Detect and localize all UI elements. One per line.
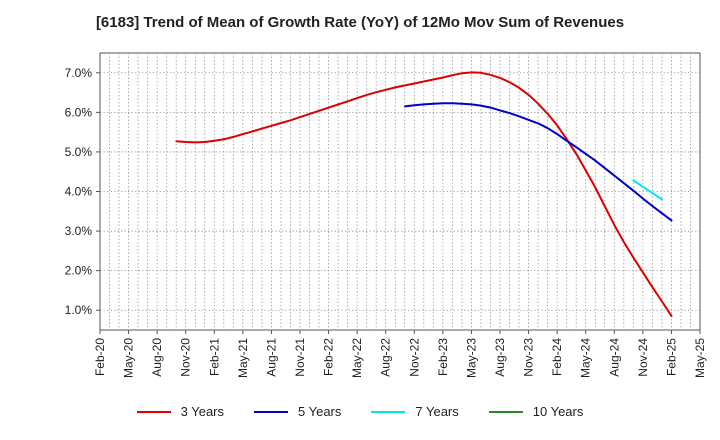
legend-item-5-years: 5 Years	[254, 404, 341, 419]
series-line-5-years	[403, 102, 673, 222]
legend-swatch-5-years	[254, 410, 288, 413]
grid	[100, 53, 700, 330]
legend: 3 Years 5 Years 7 Years 10 Years	[0, 404, 720, 419]
x-tick-label: Nov-23	[522, 338, 536, 377]
legend-item-10-years: 10 Years	[488, 404, 584, 419]
x-tick-label: Aug-23	[493, 338, 507, 377]
y-tick-label: 4.0%	[65, 185, 93, 199]
chart-title: [6183] Trend of Mean of Growth Rate (YoY…	[95, 14, 625, 31]
x-tick-label: Feb-22	[322, 338, 336, 376]
x-tick-label: May-20	[122, 338, 136, 378]
x-tick-label: May-25	[693, 338, 707, 378]
legend-swatch-10-years	[488, 410, 523, 413]
x-tick-label: Feb-24	[550, 338, 564, 376]
x-tick-label: Feb-23	[436, 338, 450, 376]
x-tick-label: May-22	[350, 338, 364, 378]
legend-item-3-years: 3 Years	[136, 404, 224, 419]
x-tick-label: Nov-24	[636, 338, 650, 377]
y-tick-label: 5.0%	[65, 145, 93, 159]
y-tick-label: 3.0%	[65, 224, 93, 238]
legend-label-5-years: 5 Years	[298, 404, 342, 419]
x-tick-label: Feb-20	[93, 338, 107, 376]
legend-swatch-3-years	[136, 410, 171, 413]
x-tick-label: Nov-21	[293, 338, 307, 377]
x-tick-label: May-21	[236, 338, 250, 378]
legend-swatch-7-years	[371, 410, 406, 413]
x-tick-label: Nov-20	[179, 338, 193, 377]
x-axis: Feb-20 May-20 Aug-20 Nov-20 Feb-21 May-21 Aug-…	[93, 330, 707, 378]
x-tick-label: Feb-21	[207, 338, 221, 376]
legend-label-3-years: 3 Years	[180, 404, 224, 419]
legend-label-10-years: 10 Years	[532, 404, 584, 419]
y-tick-label: 7.0%	[65, 66, 93, 80]
series-line-3-years	[175, 71, 673, 318]
legend-item-7-years: 7 Years	[371, 404, 459, 419]
x-tick-label: Aug-24	[607, 338, 621, 377]
x-tick-label: Nov-22	[407, 338, 421, 377]
legend-label-7-years: 7 Years	[415, 404, 459, 419]
y-tick-label: 2.0%	[65, 264, 93, 278]
x-tick-label: Feb-25	[664, 338, 678, 376]
y-tick-label: 6.0%	[65, 105, 93, 119]
y-axis: 1.0% 2.0% 3.0% 4.0% 5.0% 6.0% 7.0%	[65, 66, 100, 317]
x-tick-label: Aug-20	[150, 338, 164, 377]
y-tick-label: 1.0%	[65, 303, 93, 317]
x-tick-label: May-24	[579, 338, 593, 378]
series-lines	[175, 71, 673, 318]
plot-area	[99, 52, 701, 331]
x-tick-label: May-23	[464, 338, 478, 378]
x-tick-label: Aug-21	[264, 338, 278, 377]
series-line-7-years	[632, 179, 663, 201]
x-tick-label: Aug-22	[379, 338, 393, 377]
